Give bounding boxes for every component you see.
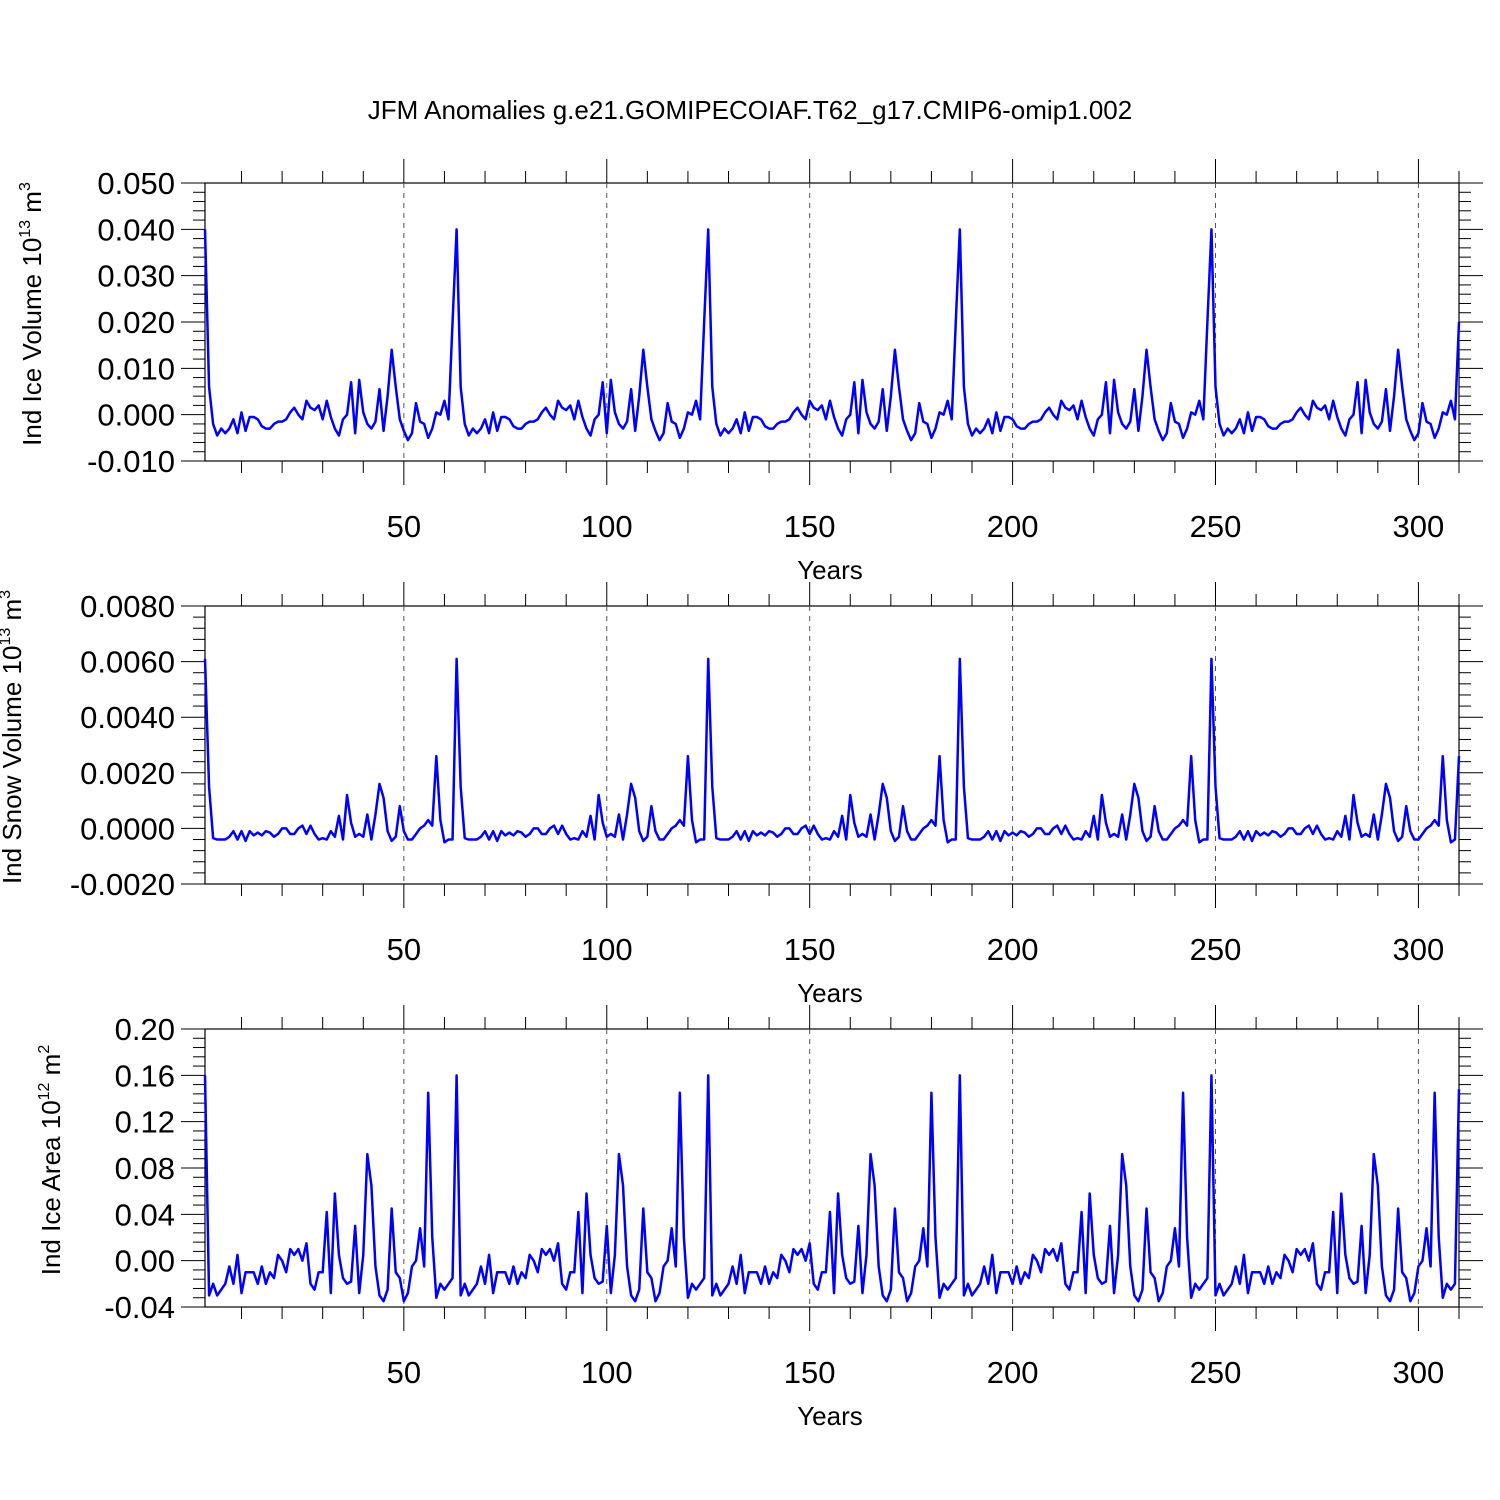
y-tick-label: 0.12	[115, 1105, 175, 1140]
x-tick-label: 300	[1393, 932, 1445, 967]
y-tick-label: 0.08	[115, 1151, 175, 1186]
y-axis-title-text: Ind Ice Area 10	[36, 1100, 66, 1275]
plot-frame	[204, 605, 1460, 885]
y-tick-label: 0.000	[97, 398, 175, 433]
y-tick-label: 0.04	[115, 1197, 175, 1232]
x-tick-label: 200	[987, 509, 1039, 544]
panel-1: -0.010 0.000 0.010 0.020 0.030 0.040 0.050 50 10…	[17, 159, 1483, 585]
y-tick-label: 0.0060	[80, 645, 175, 680]
x-tick-label: 250	[1190, 509, 1242, 544]
x-tick-label: 250	[1190, 1355, 1242, 1390]
y-axis-title-unit-exponent: 2	[36, 1045, 53, 1054]
y-axis-title-text: Ind Ice Volume 10	[17, 238, 47, 446]
y-tick-label: 0.0000	[80, 811, 175, 846]
y-tick-label: 0.050	[97, 166, 175, 201]
x-tick-label: 50	[387, 932, 421, 967]
y-tick-label: 0.20	[115, 1012, 175, 1047]
y-tick-label: 0.16	[115, 1058, 175, 1093]
y-axis-title-exponent: 12	[36, 1082, 53, 1100]
y-axis-title-unit: m	[36, 1054, 66, 1083]
x-axis-title: Years	[797, 978, 863, 1008]
y-tick-label: 0.00	[115, 1244, 175, 1279]
x-tick-label: 150	[784, 932, 836, 967]
series-line	[203, 228, 1461, 442]
x-tick-label: 50	[387, 509, 421, 544]
y-axis-title-exponent: 13	[17, 220, 34, 238]
y-axis-title-unit: m	[0, 599, 27, 628]
page-title: JFM Anomalies g.e21.GOMIPECOIAF.T62_g17.…	[368, 95, 1132, 125]
panel-2: -0.0020 0.0000 0.0020 0.0040 0.0060 0.0080 50 1…	[0, 582, 1483, 1008]
y-axis-title-unit-exponent: 3	[0, 590, 14, 599]
y-tick-label: 0.020	[97, 305, 175, 340]
y-axis-title: Ind Ice Area 1012 m2	[36, 1045, 66, 1276]
x-tick-label: 50	[387, 1355, 421, 1390]
x-tick-label: 300	[1393, 1355, 1445, 1390]
x-tick-label: 100	[581, 509, 633, 544]
x-tick-label: 300	[1393, 509, 1445, 544]
y-tick-label: 0.0020	[80, 756, 175, 791]
y-tick-label: 0.0080	[80, 589, 175, 624]
plot-frame	[204, 182, 1460, 462]
y-tick-label: 0.030	[97, 259, 175, 294]
x-tick-label: 200	[987, 1355, 1039, 1390]
y-axis-title-text: Ind Snow Volume 10	[0, 646, 27, 885]
x-tick-label: 250	[1190, 932, 1242, 967]
x-tick-label: 100	[581, 1355, 633, 1390]
y-axis-title: Ind Snow Volume 1013 m3	[0, 590, 27, 884]
series-line	[203, 657, 1461, 844]
x-tick-label: 100	[581, 932, 633, 967]
y-axis-title-unit-exponent: 3	[17, 182, 34, 191]
series-line	[203, 1074, 1461, 1303]
y-axis-title-unit: m	[17, 191, 47, 220]
y-axis-title: Ind Ice Volume 1013 m3	[17, 182, 47, 446]
y-tick-label: -0.0020	[70, 867, 175, 902]
x-axis-title: Years	[797, 555, 863, 585]
x-axis-title: Years	[797, 1401, 863, 1431]
chart-panels: -0.010 0.000 0.010 0.020 0.030 0.040 0.050 50 10…	[0, 159, 1483, 1431]
y-axis-title-exponent: 13	[0, 628, 14, 646]
panel-3: -0.04 0.00 0.04 0.08 0.12 0.16 0.20 50 100 150 200…	[36, 1005, 1483, 1431]
y-tick-label: -0.010	[87, 444, 175, 479]
y-tick-label: 0.040	[97, 212, 175, 247]
y-tick-label: -0.04	[104, 1290, 175, 1325]
x-tick-label: 200	[987, 932, 1039, 967]
x-tick-label: 150	[784, 1355, 836, 1390]
x-tick-label: 150	[784, 509, 836, 544]
y-tick-label: 0.010	[97, 351, 175, 386]
y-tick-label: 0.0040	[80, 700, 175, 735]
